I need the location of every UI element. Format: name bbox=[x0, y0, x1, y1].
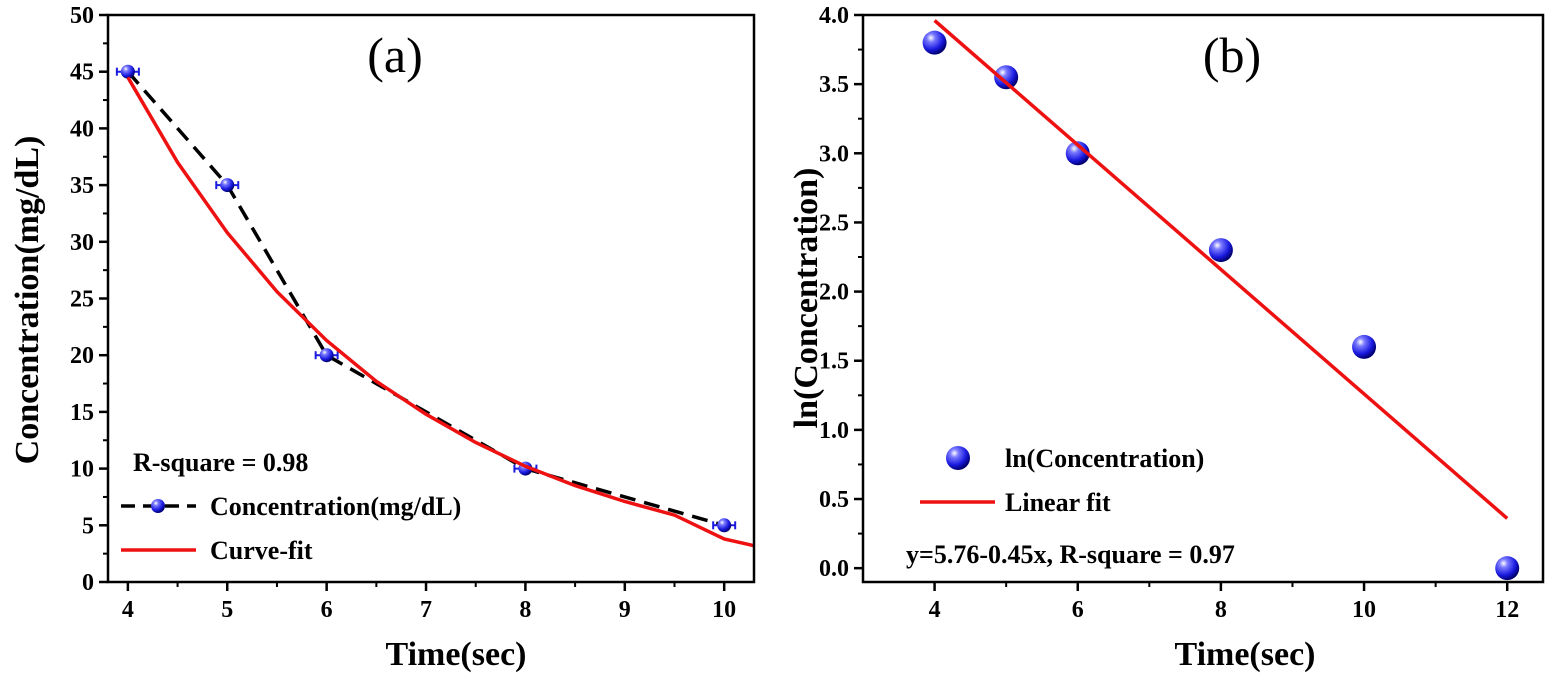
panel-a-y-tick-label: 0 bbox=[82, 570, 94, 596]
legend-label-concentration: Concentration(mg/dL) bbox=[210, 492, 461, 521]
panel-b-y-tick-label: 3.5 bbox=[819, 72, 849, 98]
panel-a-y-tick-label: 15 bbox=[70, 400, 94, 426]
panel-b-y-tick-label: 1.0 bbox=[819, 418, 849, 444]
panel-b-data-point bbox=[994, 65, 1019, 90]
panel-a-y-tick-label: 45 bbox=[70, 60, 94, 86]
panel-b-y-tick-label: 2.0 bbox=[819, 280, 849, 306]
panel-b-x-axis-title: Time(sec) bbox=[1175, 636, 1316, 673]
panel-b-y-tick-label: 0.5 bbox=[819, 487, 849, 513]
panel-b-series bbox=[922, 19, 1520, 581]
panel-a-x-tick-label: 4 bbox=[122, 597, 134, 623]
legend-marker-concentration bbox=[151, 499, 165, 513]
panel-a-label: (a) bbox=[367, 27, 423, 83]
panel-a-annotation: R-square = 0.98 bbox=[133, 448, 308, 477]
panel-a-y-tick-label: 30 bbox=[70, 230, 94, 256]
panel-b-data-point bbox=[922, 30, 947, 55]
panel-b-label: (b) bbox=[1203, 27, 1261, 83]
panel-b-annotation: y=5.76-0.45x, R-square = 0.97 bbox=[906, 540, 1235, 569]
panel-a-data-point bbox=[717, 518, 732, 533]
panel-a-x-tick-label: 6 bbox=[321, 597, 333, 623]
panel-a-x-tick-label: 9 bbox=[619, 597, 631, 623]
panel-a-data-point bbox=[319, 348, 334, 363]
panel-a-series-0-line bbox=[126, 70, 725, 527]
legend-marker-ln-concentration bbox=[946, 446, 970, 470]
panel-b-y-tick-label: 1.5 bbox=[819, 349, 849, 375]
legend-label-ln-concentration: ln(Concentration) bbox=[1005, 444, 1204, 473]
panel-b-frame bbox=[861, 13, 1545, 584]
panel-b-legend: ln(Concentration) Linear fit bbox=[920, 444, 1204, 517]
panel-b-series-1-line bbox=[933, 19, 1509, 520]
panel-b-data-point bbox=[1495, 556, 1520, 581]
panel-a-data-point bbox=[120, 64, 135, 79]
legend-label-linear-fit: Linear fit bbox=[1005, 488, 1111, 517]
panel-b-x-tick-label: 4 bbox=[929, 597, 941, 623]
panel-b-y-tick-label: 0.0 bbox=[819, 556, 849, 582]
panel-b-y-tick-label: 4.0 bbox=[819, 3, 849, 29]
panel-a-y-tick-label: 40 bbox=[70, 116, 94, 142]
legend-label-curve-fit: Curve-fit bbox=[210, 536, 313, 565]
panel-b-ticks: 4 6 8 10 12 0.0 0.5 1.0 1.5 2.0 2.5 3.0 3.5 4.0 bbox=[819, 3, 1519, 623]
panel-a-y-tick-label: 20 bbox=[70, 343, 94, 369]
panel-a-x-axis-title: Time(sec) bbox=[386, 636, 527, 673]
panel-b-data-point bbox=[1208, 238, 1233, 263]
panel-a-x-tick-label: 8 bbox=[519, 597, 531, 623]
panel-a-legend: Concentration(mg/dL) Curve-fit bbox=[121, 492, 461, 565]
panel-a-y-axis-title: Concentration(mg/dL) bbox=[9, 136, 46, 465]
panel-a-data-point bbox=[220, 178, 235, 193]
panel-a-y-tick-label: 35 bbox=[70, 173, 94, 199]
panel-b: 4 6 8 10 12 0.0 0.5 1.0 1.5 2.0 2.5 3.0 3.5 4.0 (b) T… bbox=[788, 3, 1545, 673]
panel-a-series bbox=[115, 64, 755, 548]
panel-b-x-tick-label: 8 bbox=[1215, 597, 1227, 623]
panel-a-series-1-line bbox=[126, 76, 755, 548]
panel-b-data-point bbox=[1065, 141, 1090, 166]
panel-b-x-tick-label: 6 bbox=[1072, 597, 1084, 623]
panel-b-data-point bbox=[1352, 334, 1377, 359]
panel-a-y-tick-label: 25 bbox=[70, 287, 94, 313]
panel-b-y-tick-label: 3.0 bbox=[819, 141, 849, 167]
panel-a-frame bbox=[106, 13, 756, 584]
panel-a-x-tick-label: 10 bbox=[712, 597, 736, 623]
panel-b-x-tick-label: 10 bbox=[1352, 597, 1376, 623]
panel-b-y-tick-label: 2.5 bbox=[819, 210, 849, 236]
panel-a-y-tick-label: 50 bbox=[70, 3, 94, 29]
panel-a-x-tick-label: 5 bbox=[221, 597, 233, 623]
panel-a-x-tick-label: 7 bbox=[420, 597, 432, 623]
panel-a-y-tick-label: 5 bbox=[82, 513, 94, 539]
panel-b-x-tick-label: 12 bbox=[1495, 597, 1519, 623]
panel-a-y-tick-label: 10 bbox=[70, 457, 94, 483]
panel-b-y-axis-title: ln(Concentration) bbox=[788, 168, 825, 429]
